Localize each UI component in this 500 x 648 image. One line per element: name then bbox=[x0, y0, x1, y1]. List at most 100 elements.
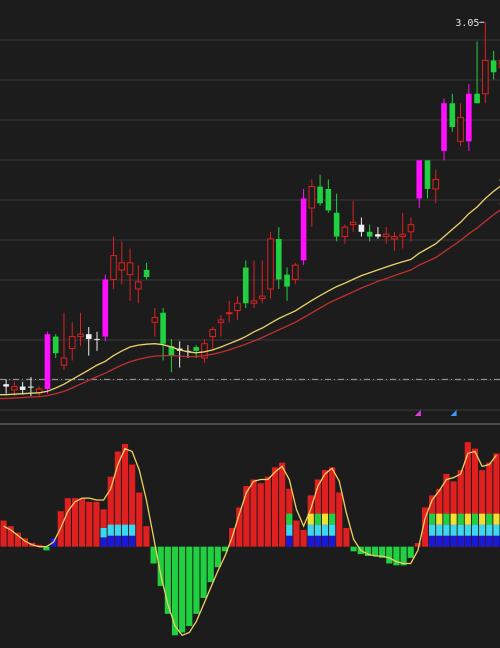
histogram-bar bbox=[364, 546, 371, 556]
candle-body bbox=[333, 212, 340, 237]
bar-segment bbox=[407, 546, 414, 558]
histogram-bar bbox=[436, 488, 443, 547]
histogram-bar bbox=[79, 498, 86, 547]
candle bbox=[250, 260, 258, 308]
candle bbox=[143, 262, 150, 280]
bar-segment bbox=[379, 546, 386, 558]
candle bbox=[317, 174, 323, 206]
histogram-bar bbox=[314, 479, 321, 547]
candle-body bbox=[68, 336, 76, 349]
candle-body bbox=[28, 386, 34, 388]
bar-segment-red bbox=[121, 444, 129, 547]
histogram-bar bbox=[307, 495, 314, 547]
histogram-bar bbox=[471, 448, 479, 547]
candle bbox=[135, 265, 142, 304]
bar-segment-blue bbox=[314, 535, 321, 547]
candle-body bbox=[490, 60, 497, 73]
candle bbox=[375, 227, 381, 239]
histogram-bar bbox=[207, 546, 214, 583]
bar-segment-blue bbox=[114, 535, 121, 547]
bar-segment-cyan bbox=[464, 524, 471, 536]
indicator-line bbox=[3, 447, 497, 637]
histogram-bar bbox=[157, 546, 164, 586]
bar-segment-red bbox=[471, 448, 479, 547]
bar-segment-cyan bbox=[100, 528, 107, 538]
candle bbox=[424, 160, 431, 199]
bar-segment-top bbox=[486, 513, 493, 525]
histogram-bar bbox=[36, 544, 43, 547]
candle-body bbox=[19, 386, 26, 390]
candle bbox=[325, 179, 332, 213]
candle-body bbox=[258, 295, 266, 299]
candle bbox=[160, 308, 166, 361]
candle-body bbox=[358, 224, 365, 232]
candle-body bbox=[441, 103, 447, 151]
histogram-bar bbox=[421, 507, 429, 547]
histogram-bar bbox=[379, 546, 386, 558]
bar-segment-red bbox=[107, 476, 114, 547]
bar-segment-cyan bbox=[307, 524, 314, 536]
bar-segment-top bbox=[443, 513, 450, 525]
bar-segment-red bbox=[493, 453, 500, 547]
candle-body bbox=[366, 231, 373, 237]
bar-segment-top bbox=[286, 513, 293, 525]
candle-body bbox=[217, 319, 225, 323]
histogram-bar bbox=[250, 479, 257, 547]
candle-body bbox=[118, 262, 126, 271]
histogram-bar bbox=[171, 546, 179, 636]
histogram-bar bbox=[150, 546, 157, 564]
candle-body bbox=[284, 274, 290, 287]
candle bbox=[308, 179, 316, 228]
candle bbox=[94, 331, 100, 351]
bar-segment-red bbox=[457, 470, 464, 547]
bar-segment bbox=[236, 507, 243, 547]
bar-segment-blue bbox=[286, 535, 293, 547]
histogram-bar bbox=[214, 546, 221, 568]
bar-segment bbox=[93, 501, 100, 547]
bar-segment bbox=[0, 520, 7, 547]
bar-segment bbox=[186, 546, 193, 626]
candle bbox=[126, 248, 134, 301]
bar-segment bbox=[86, 501, 93, 547]
candle-body bbox=[416, 160, 423, 199]
histogram-bar bbox=[193, 546, 200, 614]
bar-segment bbox=[386, 546, 393, 564]
histogram-bar bbox=[186, 546, 193, 626]
candle-body bbox=[375, 234, 381, 237]
candle bbox=[292, 262, 299, 285]
candle bbox=[382, 227, 390, 244]
candle-body bbox=[382, 233, 390, 238]
bar-segment-blue bbox=[486, 535, 493, 547]
bar-segment-cyan bbox=[450, 524, 457, 536]
bar-segment bbox=[400, 546, 407, 566]
candle bbox=[333, 193, 340, 242]
bar-segment-red bbox=[314, 479, 321, 547]
histogram-bar bbox=[129, 464, 136, 547]
bar-segment-top bbox=[329, 513, 336, 525]
bar-segment bbox=[207, 546, 214, 583]
bar-segment-top bbox=[314, 513, 321, 525]
bar-segment bbox=[293, 520, 300, 547]
histogram-bar bbox=[114, 451, 121, 547]
histogram-bar bbox=[21, 538, 29, 547]
histogram-bar bbox=[479, 470, 486, 547]
candle bbox=[407, 217, 415, 242]
bar-segment bbox=[271, 467, 279, 547]
histogram-bar bbox=[164, 546, 171, 614]
histogram-bar bbox=[371, 546, 379, 556]
candle-body bbox=[341, 226, 349, 238]
bar-segment-top bbox=[479, 513, 486, 525]
bar-segment-red bbox=[321, 470, 329, 547]
bar-segment-cyan bbox=[129, 524, 136, 536]
candle bbox=[284, 267, 290, 301]
histogram-bar bbox=[243, 486, 250, 547]
bar-segment bbox=[164, 546, 171, 614]
candle-body bbox=[44, 334, 51, 389]
histogram-bar bbox=[400, 546, 407, 566]
candle-body bbox=[432, 178, 440, 190]
histogram-bar bbox=[279, 462, 286, 547]
bar-segment bbox=[79, 498, 86, 547]
candle bbox=[275, 227, 282, 289]
candle bbox=[242, 260, 249, 308]
